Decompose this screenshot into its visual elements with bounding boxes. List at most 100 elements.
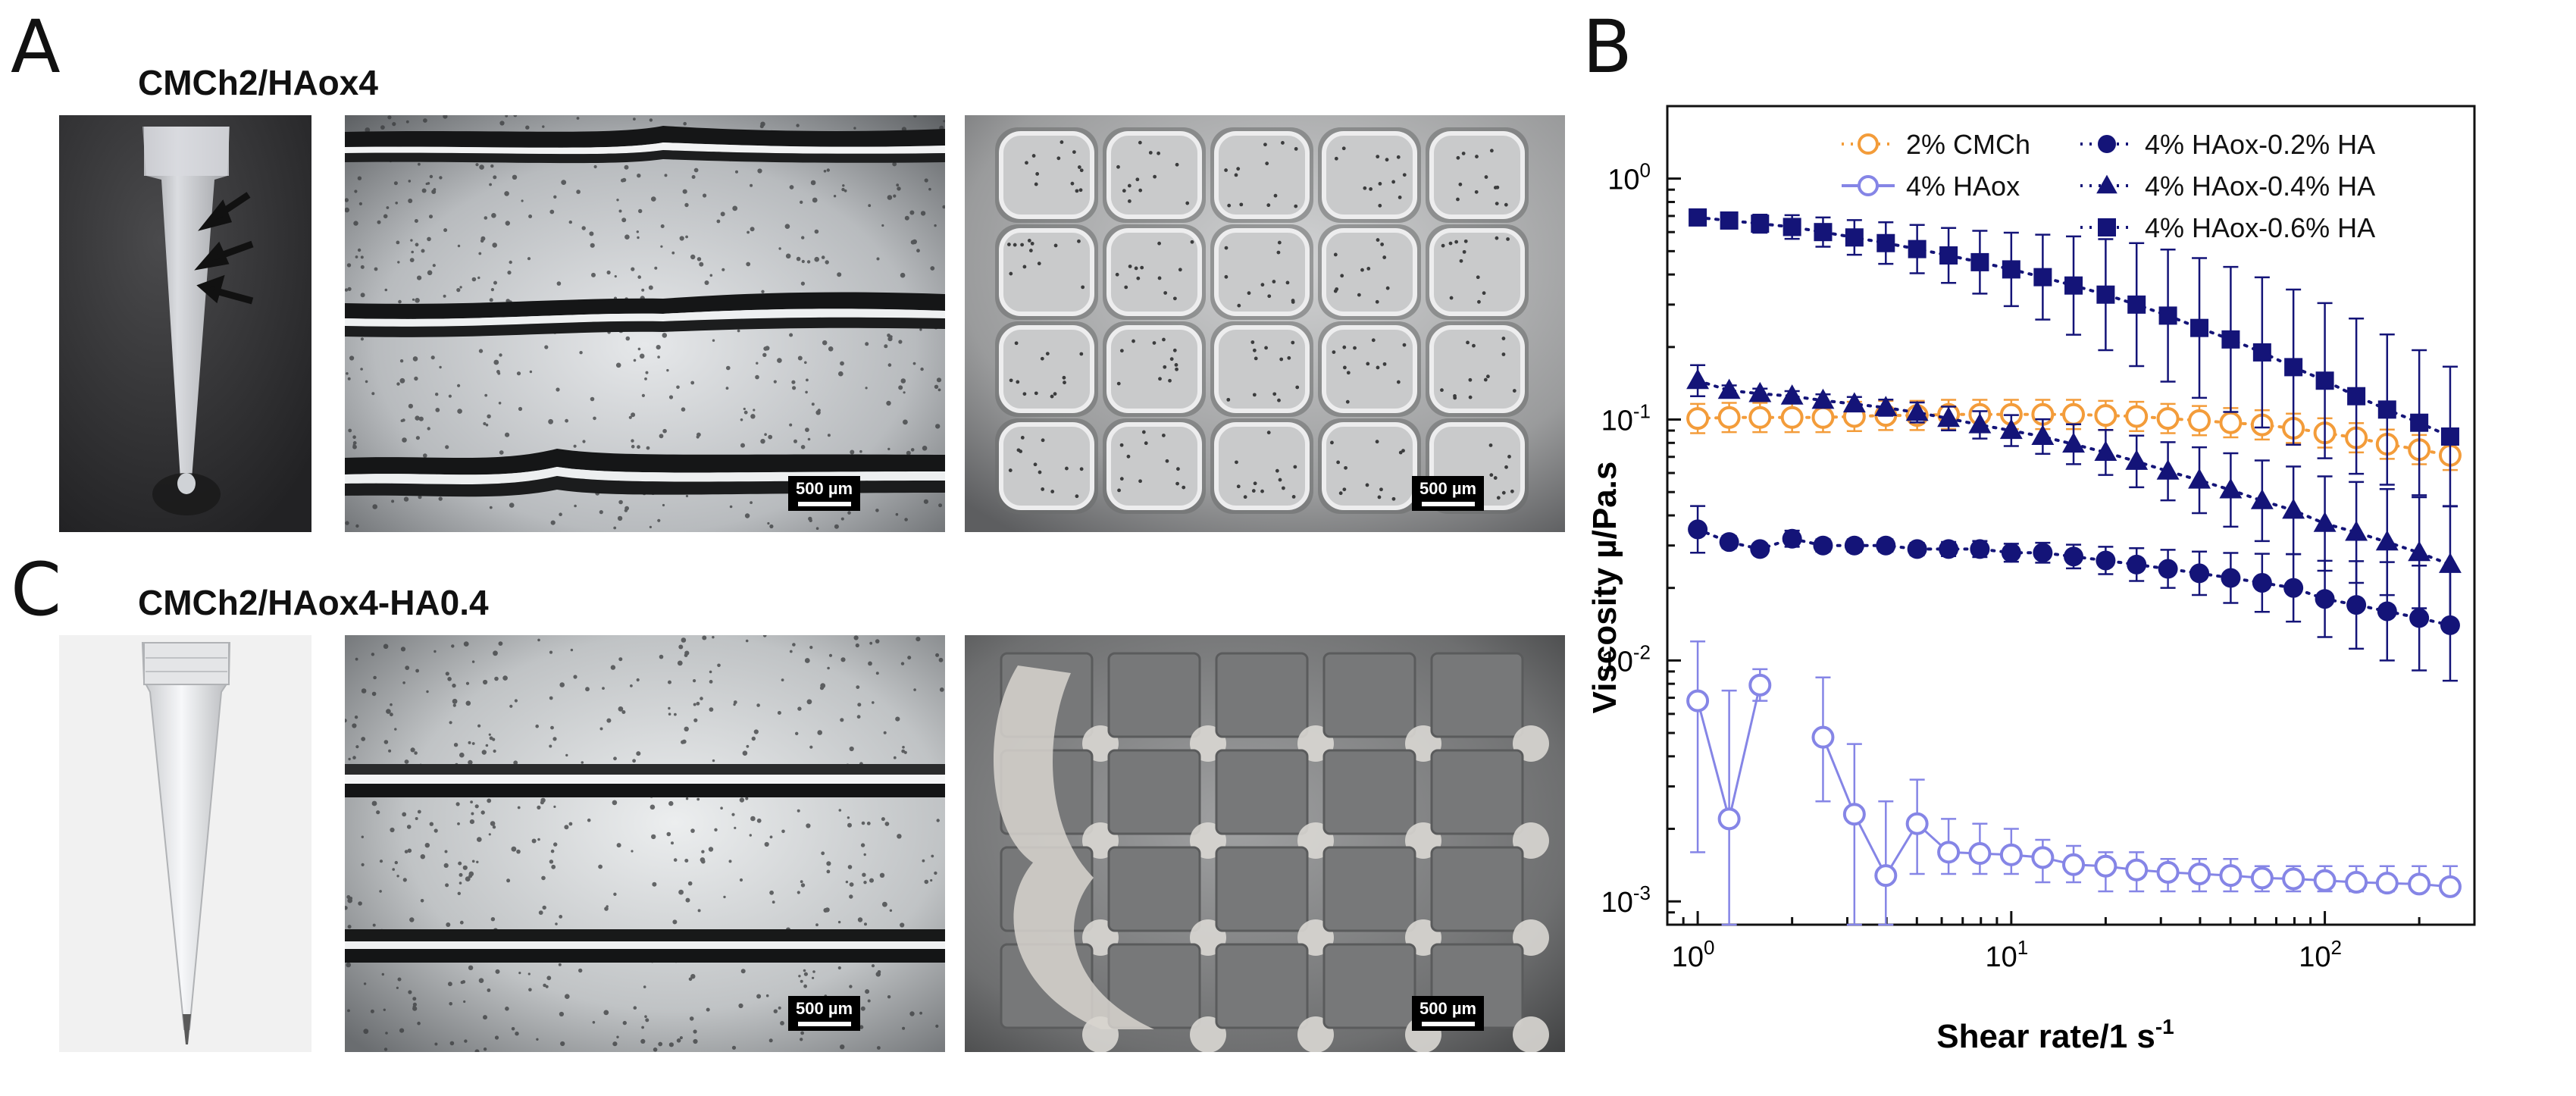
cell-dot xyxy=(1507,455,1511,459)
cell-dot xyxy=(844,189,847,193)
data-point xyxy=(2282,498,2305,519)
data-point xyxy=(2156,459,2180,480)
cell-dot xyxy=(383,740,389,744)
cell-dot xyxy=(1484,175,1488,179)
cell-dot xyxy=(938,503,943,508)
cell-dot xyxy=(479,164,484,170)
cell-dot xyxy=(559,512,562,516)
data-point xyxy=(2252,343,2271,362)
cell-dot xyxy=(1266,431,1271,435)
grid-pore xyxy=(1322,228,1417,316)
data-point xyxy=(1813,535,1833,556)
cell-dot xyxy=(468,759,473,766)
cell-dot xyxy=(471,742,475,745)
cell-dot xyxy=(1485,374,1490,379)
cell-dot xyxy=(570,648,574,652)
cell-dot xyxy=(1378,203,1382,208)
cell-dot xyxy=(733,703,736,706)
cell-dot xyxy=(721,268,725,271)
pipette-tip-drawing-c xyxy=(59,635,311,1052)
cell-dot xyxy=(630,684,633,687)
data-point xyxy=(1686,368,1710,390)
pipette-tip-photo-c xyxy=(59,635,311,1052)
cell-dot xyxy=(616,843,621,848)
cell-dot xyxy=(745,639,749,643)
cell-dot xyxy=(417,275,422,280)
cell-dot xyxy=(399,1028,405,1033)
cell-dot xyxy=(499,353,502,357)
cell-dot xyxy=(1165,459,1169,463)
cell-dot xyxy=(693,703,696,706)
cell-dot xyxy=(489,506,493,509)
cell-dot xyxy=(709,680,713,684)
cell-dot xyxy=(404,759,409,764)
cell-dot xyxy=(1050,394,1054,399)
cell-dot xyxy=(1332,350,1336,355)
cell-dot xyxy=(590,396,595,402)
data-point xyxy=(1811,388,1835,409)
cell-dot xyxy=(884,822,890,826)
cell-dot xyxy=(1138,479,1142,484)
cell-dot xyxy=(528,215,533,218)
cell-dot xyxy=(662,503,665,507)
data-point xyxy=(2283,578,2304,598)
cell-dot xyxy=(823,170,827,173)
cell-dot xyxy=(886,400,891,406)
cell-dot xyxy=(683,121,687,126)
cell-dot xyxy=(459,872,463,877)
cell-dot xyxy=(1263,142,1267,147)
cell-dot xyxy=(1131,339,1135,343)
cell-dot xyxy=(1163,291,1168,295)
cell-dot xyxy=(1277,240,1282,245)
cell-dot xyxy=(1277,398,1281,402)
cell-dot xyxy=(408,199,413,203)
cell-dot xyxy=(370,1009,374,1013)
cell-dot xyxy=(797,891,800,894)
cell-dot xyxy=(573,444,577,448)
cell-dot xyxy=(568,822,573,826)
cell-dot xyxy=(656,345,661,350)
cell-dot xyxy=(668,395,674,399)
grid-pore xyxy=(999,325,1094,413)
cell-dot xyxy=(459,752,465,758)
cell-dot xyxy=(1022,265,1027,269)
cell-dot xyxy=(516,849,521,854)
cell-dot xyxy=(494,1035,499,1040)
cell-dot xyxy=(550,725,554,730)
cell-dot xyxy=(1456,155,1460,160)
cell-dot xyxy=(1152,341,1157,345)
cell-dot xyxy=(1168,378,1172,383)
cell-dot xyxy=(1119,477,1124,481)
cell-dot xyxy=(666,368,669,372)
cell-dot xyxy=(1506,237,1510,241)
x-axis-label-main: Shear rate/1 s xyxy=(1936,1018,2155,1055)
data-point xyxy=(2127,295,2146,314)
cell-dot xyxy=(550,520,556,525)
cell-dot xyxy=(624,234,630,240)
grid-pore xyxy=(1106,228,1202,316)
cell-dot xyxy=(637,174,641,178)
data-point xyxy=(2315,371,2334,390)
cell-dot xyxy=(1267,294,1272,299)
cell-dot xyxy=(768,1038,773,1043)
cell-dot xyxy=(516,371,521,376)
cell-dot xyxy=(1353,346,1357,350)
cell-dot xyxy=(360,255,364,259)
cell-dot xyxy=(657,355,660,359)
cell-dot xyxy=(494,676,499,681)
cell-dot xyxy=(480,810,485,815)
cell-dot xyxy=(817,730,822,735)
scale-bar-a2-label: 500 µm xyxy=(1419,479,1477,498)
cell-dot xyxy=(485,423,489,427)
cell-dot xyxy=(1041,438,1045,443)
cell-dot xyxy=(493,280,497,285)
cell-dot xyxy=(1401,449,1405,453)
grid-pore xyxy=(1322,422,1417,510)
cell-dot xyxy=(536,1038,539,1041)
cell-dot xyxy=(1441,243,1445,248)
data-point xyxy=(1842,392,1866,413)
cell-dot xyxy=(1489,149,1494,153)
cell-dot xyxy=(470,800,473,803)
cell-dot xyxy=(347,925,352,929)
cell-dot xyxy=(581,761,584,764)
